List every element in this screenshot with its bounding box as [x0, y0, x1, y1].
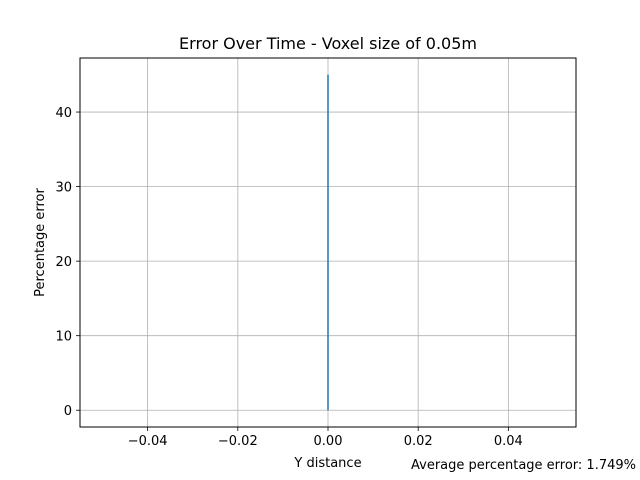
x-tick-label: −0.02	[218, 434, 258, 449]
x-axis-label: Y distance	[293, 456, 361, 471]
y-tick-label: 30	[55, 181, 72, 196]
y-axis-label: Percentage error	[33, 187, 48, 296]
x-tick-label: −0.04	[128, 434, 168, 449]
x-tick-label: 0.02	[404, 434, 433, 449]
x-tick-label: 0.04	[494, 434, 523, 449]
y-tick-label: 10	[55, 330, 72, 345]
x-tick-label: 0.00	[314, 434, 343, 449]
y-axis: 0 10 20 30 40	[55, 106, 80, 419]
average-error-annotation: Average percentage error: 1.749%	[411, 458, 636, 473]
y-tick-label: 0	[64, 404, 72, 419]
y-tick-label: 40	[55, 106, 72, 121]
chart-title: Error Over Time - Voxel size of 0.05m	[179, 34, 477, 53]
y-tick-label: 20	[55, 255, 72, 270]
x-axis: −0.04 −0.02 0.00 0.02 0.04	[128, 427, 523, 449]
